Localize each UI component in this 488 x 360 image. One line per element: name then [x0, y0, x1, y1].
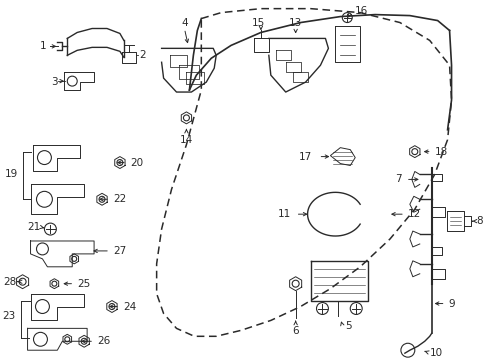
Text: 18: 18 [434, 147, 447, 157]
Text: 23: 23 [2, 311, 16, 321]
Text: 17: 17 [299, 152, 312, 162]
Text: 19: 19 [4, 170, 18, 180]
Text: 15: 15 [252, 18, 265, 27]
Text: 10: 10 [429, 348, 442, 358]
Text: 16: 16 [354, 6, 368, 15]
Text: 11: 11 [277, 209, 290, 219]
Text: 12: 12 [407, 209, 420, 219]
Text: 9: 9 [447, 298, 454, 309]
Text: 28: 28 [3, 277, 17, 287]
Text: 24: 24 [122, 302, 136, 311]
Text: 27: 27 [113, 246, 126, 256]
Text: 21: 21 [27, 222, 41, 232]
Text: 8: 8 [475, 216, 482, 226]
Text: 6: 6 [292, 327, 298, 336]
Text: 3: 3 [51, 77, 57, 87]
Polygon shape [330, 148, 354, 166]
Text: 22: 22 [113, 194, 126, 204]
Text: 1: 1 [40, 41, 46, 51]
Text: 20: 20 [130, 158, 142, 167]
Text: 7: 7 [394, 175, 401, 184]
Text: 4: 4 [181, 18, 187, 27]
Text: 2: 2 [139, 50, 145, 60]
Text: 25: 25 [77, 279, 90, 289]
Text: 13: 13 [288, 18, 302, 27]
Text: 14: 14 [180, 135, 193, 145]
Text: 5: 5 [345, 321, 351, 332]
Text: 26: 26 [97, 336, 110, 346]
